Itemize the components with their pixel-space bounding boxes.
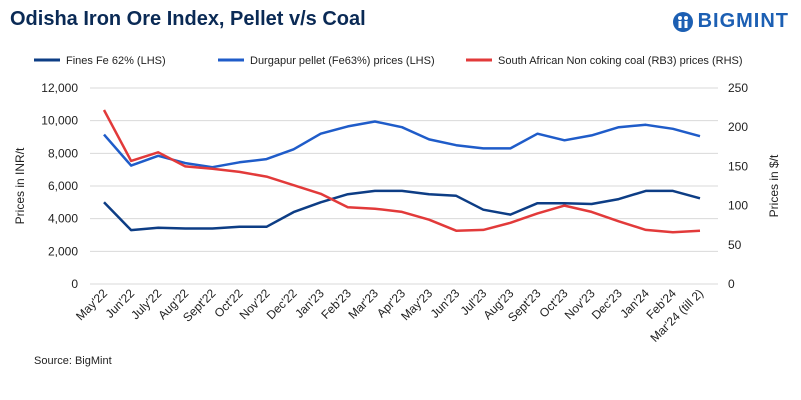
x-tick-label: May'22 (73, 286, 110, 323)
left-tick-label: 2,000 (48, 244, 78, 258)
source-note: Source: BigMint (34, 355, 112, 367)
series-line-pellet (103, 120, 701, 169)
series-line-fines (103, 189, 701, 232)
left-axis-title: Prices in INR/t (13, 147, 27, 224)
brand-logo: BIGMINT (672, 10, 789, 33)
x-tick-label: Dec'23 (589, 286, 625, 322)
legend-label-fines: Fines Fe 62% (LHS) (66, 55, 166, 67)
x-tick-label: Dec'22 (264, 286, 300, 322)
left-tick-label: 8,000 (48, 146, 78, 160)
left-tick-label: 12,000 (41, 81, 78, 95)
left-tick-label: 6,000 (48, 179, 78, 193)
right-tick-label: 200 (728, 120, 748, 134)
brand-name: BIGMINT (697, 10, 789, 32)
x-tick-label: Mar'23 (345, 286, 381, 322)
legend-label-pellet: Durgapur pellet (Fe63%) prices (LHS) (250, 55, 435, 67)
brand-logo-icon (672, 11, 693, 32)
left-tick-label: 10,000 (41, 114, 78, 128)
x-tick-label: Jun'23 (428, 286, 463, 321)
left-tick-label: 4,000 (48, 212, 78, 226)
series-line-coal (102, 109, 701, 234)
right-axis-title: Prices in $/t (767, 154, 781, 217)
right-tick-label: 100 (728, 199, 748, 213)
left-tick-label: 0 (71, 277, 78, 291)
chart-title: Odisha Iron Ore Index, Pellet v/s Coal (10, 8, 366, 30)
legend-label-coal: South African Non coking coal (RB3) pric… (498, 55, 743, 67)
x-tick-label: May'23 (398, 286, 435, 323)
right-tick-label: 150 (728, 159, 748, 173)
right-tick-label: 0 (728, 277, 735, 291)
right-tick-label: 50 (728, 238, 742, 252)
right-tick-label: 250 (728, 81, 748, 95)
